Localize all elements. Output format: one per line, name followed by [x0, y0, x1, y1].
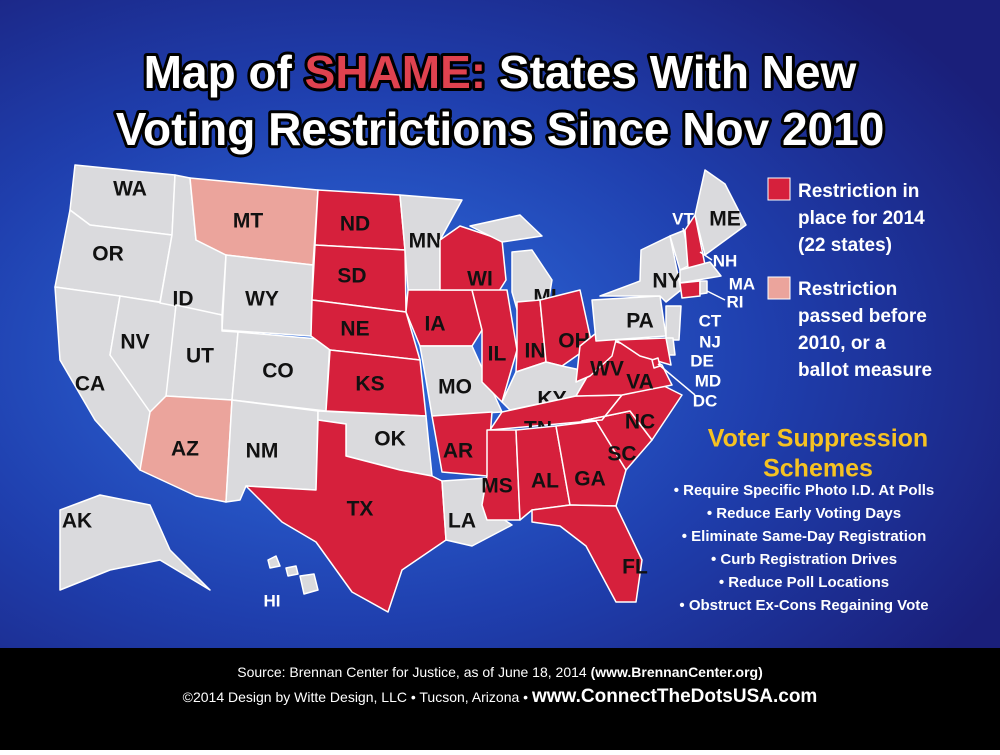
state-label: CO	[262, 360, 294, 383]
state-label: WI	[467, 268, 493, 291]
leader-line	[657, 363, 696, 396]
footer-text: Source: Brennan Center for Justice, as o…	[237, 664, 587, 680]
state-label: MT	[233, 210, 263, 233]
state-label: TX	[347, 498, 374, 521]
legend-text: place for 2014	[798, 208, 925, 229]
state-shape	[245, 419, 447, 613]
state-label: ME	[709, 208, 741, 231]
footer-line: Source: Brennan Center for Justice, as o…	[237, 664, 763, 680]
state-label: AL	[531, 470, 559, 493]
state-label: AR	[443, 440, 473, 463]
state-label: MD	[695, 371, 721, 390]
state-label: LA	[448, 510, 476, 533]
state-shape	[699, 280, 708, 295]
title-part: States With New	[499, 46, 857, 98]
state-label: MN	[409, 230, 442, 253]
legend: Restriction in place for 2014 (22 states) R…	[767, 177, 932, 381]
state-label: IL	[488, 343, 507, 366]
state-label: PA	[626, 310, 654, 333]
state-label: NV	[120, 331, 149, 354]
state-label: WY	[245, 288, 279, 311]
scheme-item: • Obstruct Ex-Cons Regaining Vote	[679, 597, 928, 614]
legend-swatch	[767, 177, 791, 201]
state-shape	[285, 565, 299, 577]
state-label: CT	[699, 311, 722, 330]
state-shape	[59, 494, 211, 591]
state-label: HI	[264, 591, 281, 610]
state-label: NM	[246, 440, 279, 463]
state-label: WV	[590, 358, 624, 381]
legend-text: passed before	[798, 306, 927, 327]
state-label: UT	[186, 345, 214, 368]
scheme-item: • Eliminate Same-Day Registration	[682, 528, 927, 545]
state-label: NY	[652, 270, 681, 293]
state-label: NE	[340, 318, 369, 341]
state-shape	[679, 280, 701, 299]
title: Map of SHAME: States With New Voting Res…	[113, 43, 888, 158]
footer: Source: Brennan Center for Justice, as o…	[183, 664, 818, 707]
state-shape	[694, 169, 747, 256]
state-shape	[679, 261, 722, 284]
state-label: SD	[337, 265, 366, 288]
state-label: ND	[340, 213, 370, 236]
state-label: NC	[625, 411, 655, 434]
scheme-item: • Require Specific Photo I.D. At Polls	[674, 482, 935, 499]
state-label: OK	[374, 428, 406, 451]
footer-text: ©2014 Design by Witte Design, LLC • Tucs…	[183, 689, 528, 705]
state-label: MS	[481, 475, 513, 498]
state-shape	[267, 555, 281, 569]
state-shape	[539, 289, 593, 367]
legend-text: Restriction in	[798, 181, 919, 202]
state-label: WA	[113, 178, 147, 201]
schemes-title: Voter Suppression	[708, 425, 928, 453]
state-shape	[531, 504, 643, 603]
state-label: MO	[438, 376, 472, 399]
footer-link: (www.BrennanCenter.org)	[591, 664, 763, 680]
title-part: Map of	[144, 46, 293, 98]
scheme-item: • Reduce Poll Locations	[719, 574, 889, 591]
title-line1: Map of SHAME: States With New	[144, 46, 857, 98]
footer-line: ©2014 Design by Witte Design, LLC • Tucs…	[183, 686, 818, 707]
legend-text: ballot measure	[798, 360, 932, 381]
state-shape	[651, 357, 661, 369]
schemes-title: Schemes	[763, 455, 873, 483]
state-label: CA	[75, 373, 105, 396]
state-label: AZ	[171, 438, 199, 461]
state-shape	[665, 305, 682, 341]
state-shape	[599, 235, 682, 303]
title-highlight: SHAME:	[305, 46, 486, 98]
state-label: DE	[690, 351, 714, 370]
state-label: GA	[574, 468, 606, 491]
legend-text: 2010, or a	[798, 333, 886, 354]
leader-line	[699, 251, 713, 261]
legend-text: Restriction	[798, 279, 897, 300]
leader-line	[704, 289, 726, 301]
state-shape	[469, 214, 543, 243]
state-label: RI	[727, 292, 744, 311]
state-label: KS	[355, 373, 384, 396]
scheme-item: • Reduce Early Voting Days	[707, 505, 901, 522]
state-label: SC	[607, 443, 636, 466]
title-line2: Voting Restrictions Since Nov 2010	[116, 103, 885, 155]
state-label: NH	[713, 251, 738, 270]
state-label: NJ	[699, 332, 721, 351]
footer-band	[0, 648, 1000, 750]
legend-swatch	[767, 276, 791, 300]
footer-link: www.ConnectTheDotsUSA.com	[531, 686, 817, 707]
state-label: MA	[729, 274, 755, 293]
state-label: VA	[626, 371, 654, 394]
state-label: IN	[525, 340, 546, 363]
state-shape	[299, 573, 319, 595]
state-label: IA	[425, 313, 446, 336]
legend-text: (22 states)	[798, 235, 892, 256]
us-map: WAORCANVIDMTWYUTAZCONMNDSDNEKSOKTXMNIAMO…	[54, 164, 755, 613]
state-label: OR	[92, 243, 124, 266]
state-label: DC	[693, 391, 718, 410]
scheme-item: • Curb Registration Drives	[711, 551, 897, 568]
state-label: FL	[622, 556, 648, 579]
state-label: AK	[62, 510, 92, 533]
